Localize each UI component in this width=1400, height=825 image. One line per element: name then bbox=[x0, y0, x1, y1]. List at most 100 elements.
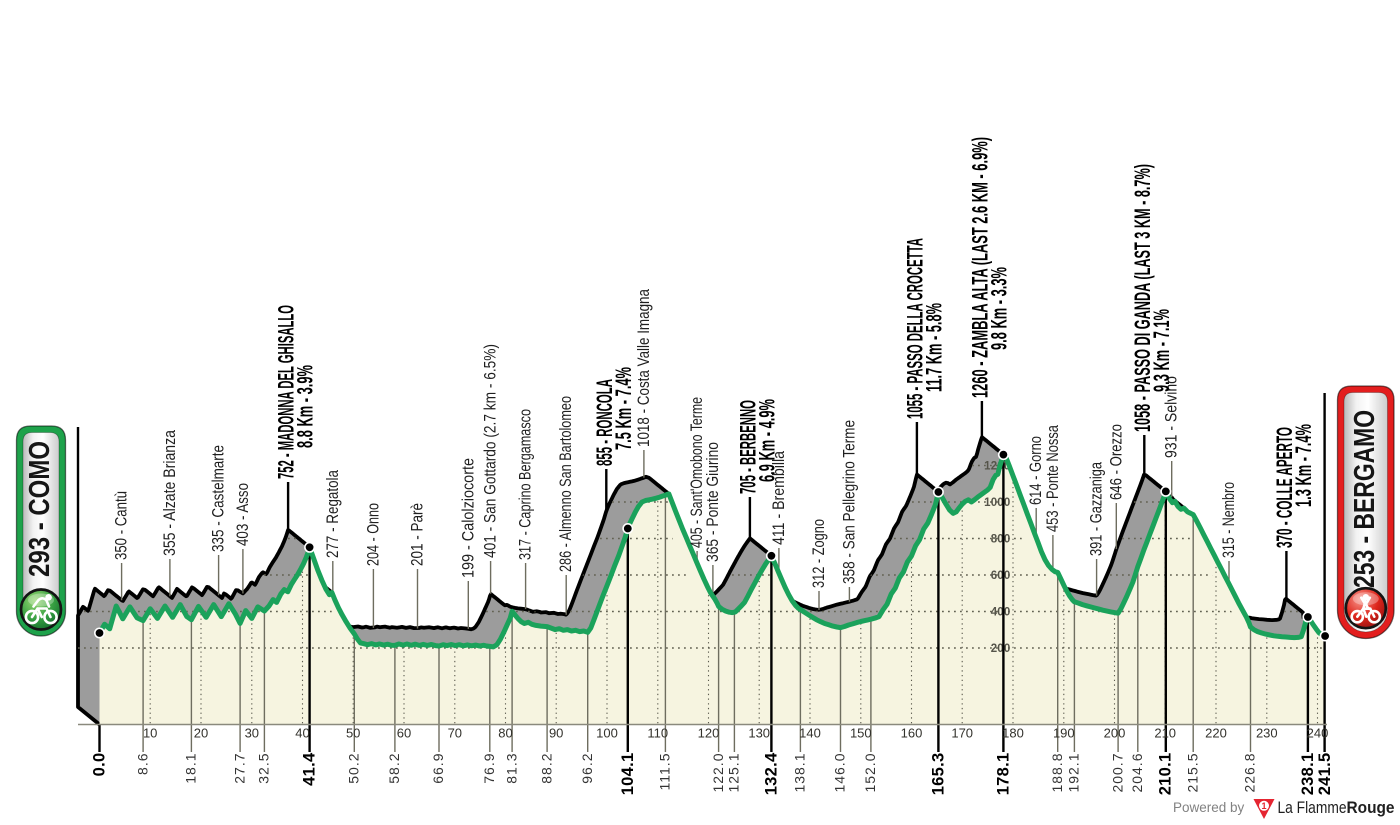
svg-text:11.7 Km - 5.8%: 11.7 Km - 5.8% bbox=[921, 303, 946, 392]
svg-text:110: 110 bbox=[647, 726, 668, 741]
svg-text:96.2: 96.2 bbox=[579, 753, 595, 784]
svg-text:138.1: 138.1 bbox=[792, 753, 808, 793]
svg-text:800: 800 bbox=[991, 534, 1011, 546]
svg-text:81.3: 81.3 bbox=[503, 753, 519, 784]
svg-text:58.2: 58.2 bbox=[386, 753, 402, 784]
svg-text:32.5: 32.5 bbox=[256, 753, 272, 784]
svg-text:370 - COLLE APERTO: 370 - COLLE APERTO bbox=[1272, 427, 1297, 548]
svg-text:752 - MADONNA DEL GHISALLO: 752 - MADONNA DEL GHISALLO bbox=[274, 305, 299, 479]
svg-text:403 - Asso: 403 - Asso bbox=[233, 483, 252, 546]
svg-text:1.3 Km - 7.4%: 1.3 Km - 7.4% bbox=[1291, 424, 1316, 507]
svg-text:27.7: 27.7 bbox=[231, 753, 247, 784]
svg-text:1058 - PASSO DI GANDA (LAST 3: 1058 - PASSO DI GANDA (LAST 3 KM - 8.7%) bbox=[1130, 164, 1155, 432]
svg-text:204.6: 204.6 bbox=[1129, 753, 1145, 793]
svg-text:18.1: 18.1 bbox=[183, 753, 199, 784]
svg-text:70: 70 bbox=[448, 726, 462, 741]
svg-text:152.0: 152.0 bbox=[862, 753, 878, 793]
svg-text:9.8 Km - 3.3%: 9.8 Km - 3.3% bbox=[986, 267, 1011, 350]
svg-text:140: 140 bbox=[799, 726, 821, 741]
svg-text:125.1: 125.1 bbox=[726, 753, 742, 793]
svg-text:286 - Almenno San Bartolomeo: 286 - Almenno San Bartolomeo bbox=[556, 396, 575, 572]
svg-text:100: 100 bbox=[596, 726, 618, 741]
svg-text:190: 190 bbox=[1053, 726, 1075, 741]
svg-text:355 - Alzate Brianza: 355 - Alzate Brianza bbox=[160, 430, 179, 556]
svg-text:614 - Gorno: 614 - Gorno bbox=[1026, 436, 1045, 505]
svg-text:7.5 Km - 7.4%: 7.5 Km - 7.4% bbox=[611, 367, 636, 450]
svg-text:60: 60 bbox=[397, 726, 411, 741]
svg-text:240: 240 bbox=[1307, 726, 1329, 741]
svg-text:88.2: 88.2 bbox=[538, 753, 554, 784]
svg-text:66.9: 66.9 bbox=[430, 753, 446, 784]
svg-text:20: 20 bbox=[194, 726, 208, 741]
svg-text:350 - Cantù: 350 - Cantù bbox=[112, 491, 131, 560]
svg-text:1000: 1000 bbox=[984, 497, 1010, 509]
svg-text:76.9: 76.9 bbox=[481, 753, 497, 784]
svg-text:111.5: 111.5 bbox=[657, 753, 673, 791]
svg-text:405 - Sant'Omobono Terme: 405 - Sant'Omobono Terme bbox=[687, 397, 706, 548]
svg-text:200: 200 bbox=[1104, 726, 1126, 741]
svg-text:277 - Regatola: 277 - Regatola bbox=[323, 470, 342, 558]
svg-text:358 - San Pellegrino Terme: 358 - San Pellegrino Terme bbox=[839, 420, 858, 584]
svg-text:600: 600 bbox=[991, 570, 1011, 582]
svg-text:130: 130 bbox=[748, 726, 770, 741]
svg-text:253 - BERGAMO: 253 - BERGAMO bbox=[1349, 410, 1381, 588]
svg-text:1260 - ZAMBLA ALTA (LAST 2.6 K: 1260 - ZAMBLA ALTA (LAST 2.6 KM - 6.9%) bbox=[967, 137, 992, 398]
svg-text:453 - Ponte Nossa: 453 - Ponte Nossa bbox=[1043, 425, 1062, 532]
svg-text:Powered by: Powered by bbox=[1173, 800, 1245, 815]
svg-text:210: 210 bbox=[1154, 726, 1176, 741]
svg-text:401 - San Gottardo (2.7 km - 6: 401 - San Gottardo (2.7 km - 6.5%) bbox=[481, 344, 500, 558]
svg-text:335 - Castelmarte: 335 - Castelmarte bbox=[209, 445, 228, 552]
svg-text:201 - Parè: 201 - Parè bbox=[408, 503, 427, 566]
svg-text:132.4: 132.4 bbox=[762, 752, 780, 795]
svg-text:200.7: 200.7 bbox=[1109, 753, 1125, 793]
svg-text:1055 - PASSO DELLA CROCETTA: 1055 - PASSO DELLA CROCETTA bbox=[902, 238, 927, 419]
svg-text:La FlammeRouge: La FlammeRouge bbox=[1278, 798, 1395, 817]
svg-text:50: 50 bbox=[346, 726, 360, 741]
svg-text:8.6: 8.6 bbox=[134, 753, 150, 775]
svg-text:90: 90 bbox=[549, 726, 563, 741]
svg-text:192.1: 192.1 bbox=[1066, 753, 1082, 793]
svg-text:1: 1 bbox=[1261, 801, 1266, 811]
svg-text:220: 220 bbox=[1205, 726, 1227, 741]
svg-text:40: 40 bbox=[295, 726, 309, 741]
svg-text:400: 400 bbox=[991, 607, 1011, 619]
svg-text:411 - Brembilla: 411 - Brembilla bbox=[769, 451, 788, 545]
svg-text:315 - Nembro: 315 - Nembro bbox=[1219, 482, 1238, 558]
svg-text:317 - Caprino Bergamasco: 317 - Caprino Bergamasco bbox=[516, 409, 535, 560]
svg-text:391 - Gazzaniga: 391 - Gazzaniga bbox=[1087, 462, 1106, 556]
svg-text:312 - Zogno: 312 - Zogno bbox=[809, 519, 828, 588]
svg-text:50.2: 50.2 bbox=[346, 753, 362, 784]
svg-text:188.8: 188.8 bbox=[1049, 753, 1065, 793]
svg-text:41.4: 41.4 bbox=[301, 752, 319, 786]
svg-text:226.8: 226.8 bbox=[1242, 753, 1258, 793]
svg-text:120: 120 bbox=[698, 726, 720, 741]
svg-text:210.1: 210.1 bbox=[1157, 753, 1175, 796]
svg-text:160: 160 bbox=[901, 726, 923, 741]
svg-text:6.9 Km - 4.9%: 6.9 Km - 4.9% bbox=[754, 399, 779, 482]
svg-text:30: 30 bbox=[245, 726, 259, 741]
svg-text:10: 10 bbox=[143, 726, 157, 741]
svg-text:931 - Selvino: 931 - Selvino bbox=[1162, 376, 1181, 458]
svg-text:8.8 Km - 3.9%: 8.8 Km - 3.9% bbox=[293, 365, 318, 448]
svg-text:241.5: 241.5 bbox=[1316, 753, 1334, 796]
svg-text:0.0: 0.0 bbox=[91, 753, 109, 777]
svg-text:9.3 Km - 7.1%: 9.3 Km - 7.1% bbox=[1149, 309, 1174, 392]
svg-text:200: 200 bbox=[991, 643, 1011, 655]
svg-text:122.0: 122.0 bbox=[710, 753, 726, 793]
svg-text:104.1: 104.1 bbox=[619, 753, 637, 796]
svg-text:80: 80 bbox=[498, 726, 512, 741]
svg-text:150: 150 bbox=[850, 726, 872, 741]
svg-text:146.0: 146.0 bbox=[832, 753, 848, 793]
svg-text:178.1: 178.1 bbox=[994, 753, 1012, 796]
svg-text:199 - Calolziocorte: 199 - Calolziocorte bbox=[458, 458, 477, 578]
svg-text:1018 - Costa Valle Imagna: 1018 - Costa Valle Imagna bbox=[634, 289, 653, 447]
svg-text:204 - Onno: 204 - Onno bbox=[363, 503, 382, 566]
svg-text:646 - Orezzo: 646 - Orezzo bbox=[1106, 424, 1125, 500]
svg-text:855 - RONCOLA: 855 - RONCOLA bbox=[592, 379, 617, 466]
svg-text:230: 230 bbox=[1256, 726, 1278, 741]
svg-text:705 - BERBENNO: 705 - BERBENNO bbox=[735, 400, 760, 494]
svg-text:293 - COMO: 293 - COMO bbox=[24, 441, 56, 577]
svg-text:170: 170 bbox=[951, 726, 973, 741]
svg-text:165.3: 165.3 bbox=[929, 753, 947, 796]
svg-text:365 - Ponte Giurino: 365 - Ponte Giurino bbox=[703, 442, 722, 562]
